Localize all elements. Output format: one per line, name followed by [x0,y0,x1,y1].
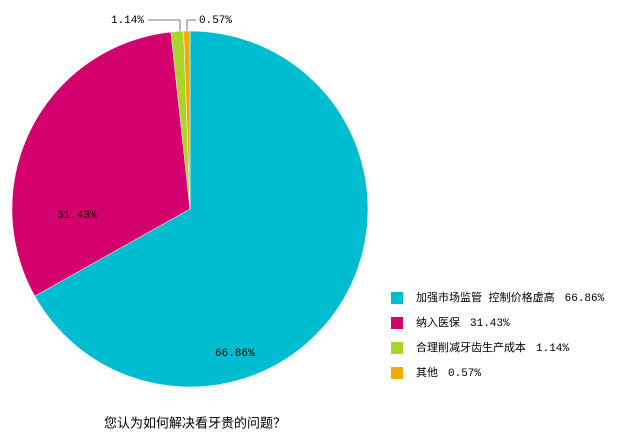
legend-entry: 纳入医保 31.43% [416,315,510,330]
legend-value: 1.14% [536,343,569,355]
legend-value: 31.43% [470,318,510,330]
legend-value: 66.86% [565,293,605,305]
data-label: 31.43% [57,210,97,222]
legend-entry: 加强市场监管 控制价格虚高 66.86% [416,290,605,305]
legend-swatch [391,317,403,329]
leader-line [186,19,196,32]
legend-swatch [391,342,403,354]
legend-swatch [391,367,403,379]
pie-slice [183,30,191,210]
legend-label: 加强市场监管 控制价格虚高 [416,290,555,305]
legend-label: 纳入医保 [416,315,460,330]
legend-entry: 合理削减牙齿生产成本 1.14% [416,340,569,355]
data-label: 66.86% [215,348,255,360]
legend-label: 其他 [416,366,438,380]
legend-entry: 其他 0.57% [416,366,481,380]
data-label: 0.57% [199,15,232,27]
data-label: 1.14% [111,15,144,27]
leader-line [148,19,181,33]
leader-lines [148,19,196,33]
legend-swatch [391,292,403,304]
legend-value: 0.57% [448,368,481,380]
pie-slice [11,31,191,297]
legend-label: 合理削减牙齿生产成本 [416,340,526,355]
chart-title: 您认为如何解决看牙贵的问题？ [104,416,286,432]
pie-slice [34,30,369,388]
